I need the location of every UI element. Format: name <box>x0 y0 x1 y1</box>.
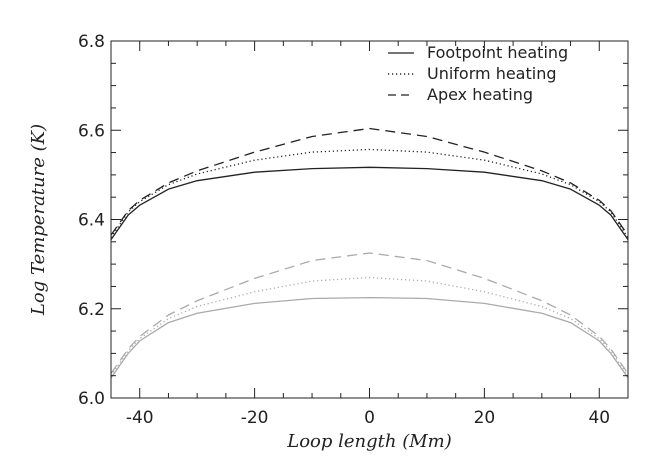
legend-label: Uniform heating <box>427 64 557 83</box>
x-tick-label: -40 <box>126 408 154 428</box>
plot-frame <box>110 40 629 399</box>
dark-dotted-series-line <box>110 148 629 238</box>
y-tick-label: 6.0 <box>78 389 105 409</box>
x-tick-label: 20 <box>474 408 496 428</box>
dark-solid-series-line <box>110 166 629 240</box>
dark-dashed-series-line <box>110 127 629 236</box>
x-tick-label: 0 <box>364 408 375 428</box>
x-axis-title: Loop length (Mm) <box>286 431 452 452</box>
y-tick-label: 6.6 <box>78 121 105 141</box>
y-axis-title: Log Temperature (K) <box>28 124 49 316</box>
y-tick-label: 6.4 <box>78 211 105 231</box>
y-tick-label: 6.2 <box>78 300 105 320</box>
x-tick-label: -20 <box>241 408 269 428</box>
legend-label: Apex heating <box>427 85 533 104</box>
x-tick-label: 40 <box>588 408 610 428</box>
y-tick-label: 6.8 <box>78 32 105 52</box>
light-solid-series-line <box>110 296 629 379</box>
legend-label: Footpoint heating <box>427 43 568 62</box>
axis-ticks: -40 -20 0 20 40 6.0 6.2 6.4 6.6 6.8 <box>78 32 629 428</box>
light-dotted-series-line <box>110 276 629 377</box>
plot-area <box>110 127 629 379</box>
light-dashed-series-line <box>110 252 629 374</box>
legend: Footpoint heating Uniform heating Apex hea… <box>388 43 568 104</box>
